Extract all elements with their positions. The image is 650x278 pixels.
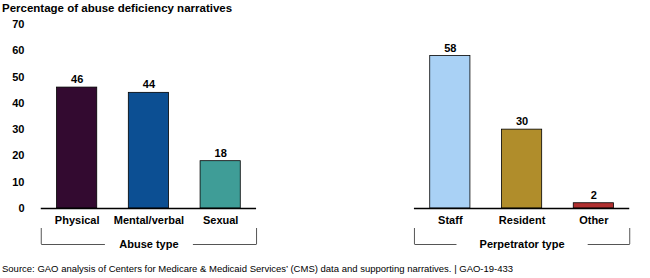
- svg-text:44: 44: [143, 78, 156, 90]
- svg-text:Other: Other: [579, 214, 609, 226]
- svg-text:40: 40: [12, 97, 24, 109]
- svg-text:46: 46: [71, 73, 83, 85]
- svg-text:Staff: Staff: [438, 214, 463, 226]
- svg-text:Perpetrator type: Perpetrator type: [480, 238, 565, 250]
- svg-text:Sexual: Sexual: [203, 214, 238, 226]
- svg-text:70: 70: [12, 18, 24, 30]
- svg-text:Abuse type: Abuse type: [119, 238, 178, 250]
- svg-text:60: 60: [12, 44, 24, 56]
- svg-text:Mental/verbal: Mental/verbal: [114, 214, 184, 226]
- html-text:Percentage of abuse deficiency: Percentage of abuse deficiency narrative…: [2, 2, 233, 14]
- svg-text:Resident: Resident: [499, 214, 546, 226]
- svg-text:30: 30: [12, 123, 24, 135]
- svg-text:30: 30: [516, 115, 528, 127]
- svg-text:10: 10: [12, 176, 24, 188]
- svg-text:50: 50: [12, 71, 24, 83]
- svg-text:Physical: Physical: [55, 214, 100, 226]
- svg-text:0: 0: [18, 202, 24, 214]
- svg-text:18: 18: [215, 147, 227, 159]
- svg-text:58: 58: [444, 42, 456, 54]
- html-text:Source: GAO analysis of Center: Source: GAO analysis of Centers for Medi…: [2, 263, 514, 274]
- svg-text:2: 2: [591, 189, 597, 201]
- svg-text:20: 20: [12, 149, 24, 161]
